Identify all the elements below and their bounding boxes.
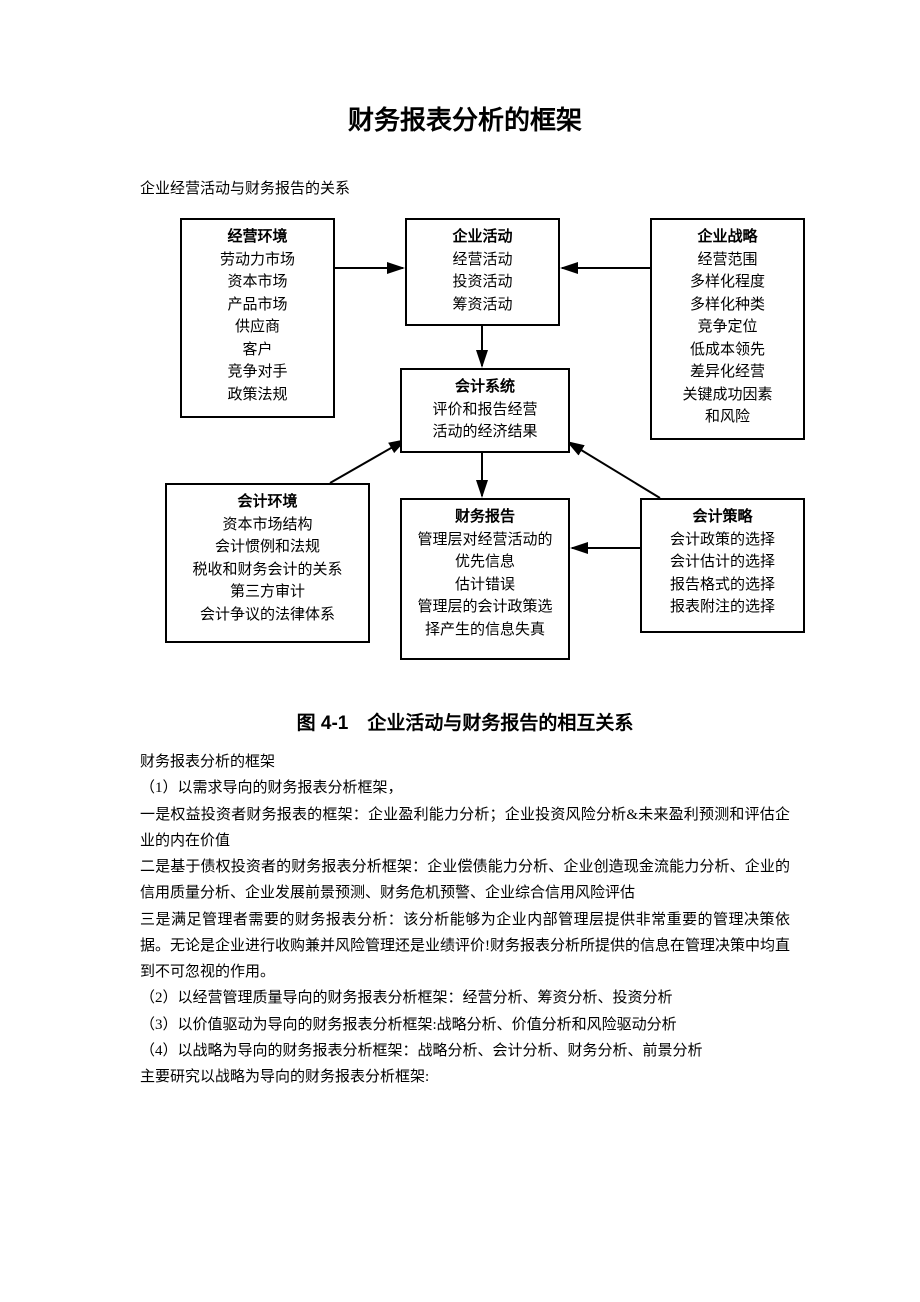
body-p6: （3）以价值驱动为导向的财务报表分析框架:战略分析、价值分析和风险驱动分析 — [140, 1012, 790, 1038]
body-p5: （2）以经营管理质量导向的财务报表分析框架：经营分析、筹资分析、投资分析 — [140, 985, 790, 1011]
node-financial-report: 财务报告管理层对经营活动的优先信息估计错误管理层的会计政策选择产生的信息失真 — [400, 498, 570, 660]
body-heading: 财务报表分析的框架 — [140, 749, 790, 775]
node-enterprise-activities: 企业活动经营活动投资活动筹资活动 — [405, 218, 560, 326]
body-p3: 二是基于债权投资者的财务报表分析框架：企业偿债能力分析、企业创造现金流能力分析、… — [140, 854, 790, 907]
node-accounting-policy: 会计策略会计政策的选择会计估计的选择报告格式的选择报表附注的选择 — [640, 498, 805, 633]
figure-caption: 图 4-1 企业活动与财务报告的相互关系 — [140, 708, 790, 735]
body-p2: 一是权益投资者财务报表的框架：企业盈利能力分析；企业投资风险分析&未来盈利预测和… — [140, 802, 790, 855]
body-p7: （4）以战略为导向的财务报表分析框架：战略分析、会计分析、财务分析、前景分析 — [140, 1038, 790, 1064]
node-business-env: 经营环境劳动力市场资本市场产品市场供应商客户竞争对手政策法规 — [180, 218, 335, 418]
flowchart: 经营环境劳动力市场资本市场产品市场供应商客户竞争对手政策法规 企业活动经营活动投… — [160, 218, 820, 698]
node-enterprise-strategy: 企业战略经营范围多样化程度多样化种类竞争定位低成本领先差异化经营关键成功因素和风… — [650, 218, 805, 440]
body-p1: （1）以需求导向的财务报表分析框架， — [140, 775, 790, 801]
body-text: 财务报表分析的框架 （1）以需求导向的财务报表分析框架， 一是权益投资者财务报表… — [140, 749, 790, 1090]
node-accounting-system: 会计系统评价和报告经营活动的经济结果 — [400, 368, 570, 453]
section-subtitle: 企业经营活动与财务报告的关系 — [140, 177, 790, 198]
body-p8: 主要研究以战略为导向的财务报表分析框架: — [140, 1064, 790, 1090]
page-title: 财务报表分析的框架 — [140, 100, 790, 137]
node-accounting-env: 会计环境资本市场结构会计惯例和法规税收和财务会计的关系第三方审计会计争议的法律体… — [165, 483, 370, 643]
body-p4: 三是满足管理者需要的财务报表分析：该分析能够为企业内部管理层提供非常重要的管理决… — [140, 907, 790, 986]
